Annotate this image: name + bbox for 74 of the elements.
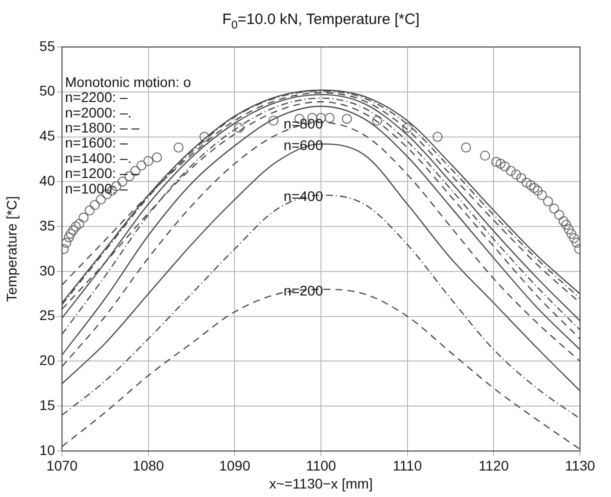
- point: [68, 225, 78, 236]
- point: [268, 116, 279, 126]
- x-tick-label: 1100: [306, 457, 336, 474]
- point: [491, 156, 502, 167]
- y-tick-label: 55: [39, 38, 56, 54]
- point: [537, 190, 548, 200]
- x-tick-label: 1110: [392, 457, 422, 474]
- y-tick-label: 45: [39, 128, 56, 144]
- annotation: n=1200: – –: [65, 165, 140, 182]
- point: [568, 233, 579, 244]
- annotation: n=400: [284, 188, 324, 204]
- annotation: n=2200: –: [65, 89, 128, 106]
- x-tick-label: 1070: [46, 457, 78, 474]
- point: [64, 232, 74, 242]
- point: [402, 122, 412, 133]
- point: [342, 114, 352, 124]
- x-tick-label: 1120: [478, 457, 509, 474]
- point: [526, 180, 536, 190]
- point: [561, 220, 572, 230]
- point: [432, 132, 443, 142]
- point: [496, 158, 506, 169]
- point: [480, 150, 490, 161]
- point: [130, 166, 140, 176]
- annotation: n=1600: –: [65, 134, 128, 151]
- point: [136, 160, 146, 171]
- point: [558, 216, 569, 226]
- point: [521, 178, 532, 188]
- x-tick-label: 1080: [132, 457, 164, 474]
- y-tick-label: 30: [39, 262, 56, 278]
- y-tick-label: 50: [39, 82, 56, 99]
- point: [461, 142, 472, 153]
- y-tick-label: 15: [39, 396, 56, 413]
- point: [70, 222, 81, 232]
- point: [66, 228, 76, 239]
- point: [74, 218, 84, 229]
- y-tick-label: 10: [39, 442, 56, 458]
- annotation: n=200: [284, 282, 324, 298]
- point: [84, 205, 95, 216]
- point: [516, 173, 526, 184]
- annotation: n=1400: –.: [65, 150, 132, 166]
- point: [124, 171, 134, 182]
- x-tick-label: 1130: [564, 457, 596, 474]
- point: [234, 122, 244, 133]
- point: [529, 182, 540, 193]
- annotation: Monotonic motion: o: [65, 74, 192, 90]
- point: [549, 204, 560, 214]
- point: [564, 224, 574, 234]
- point: [143, 156, 154, 166]
- point: [90, 200, 100, 210]
- point: [511, 169, 522, 180]
- point: [96, 194, 106, 205]
- point: [500, 161, 510, 172]
- point: [566, 228, 576, 239]
- point: [554, 210, 564, 220]
- y-tick-label: 35: [39, 217, 56, 234]
- x-axis-title: x~=1130−x [mm]: [269, 475, 373, 492]
- point: [543, 196, 554, 206]
- y-axis-title: Temperature [*C]: [3, 196, 20, 302]
- annotation: n=2000: –.: [65, 104, 132, 120]
- point: [506, 166, 516, 176]
- y-tick-label: 25: [39, 307, 56, 324]
- point: [78, 212, 89, 223]
- point: [152, 152, 162, 162]
- point: [324, 112, 335, 123]
- point: [174, 142, 184, 153]
- point: [117, 176, 128, 187]
- point: [199, 132, 210, 142]
- point: [62, 238, 72, 248]
- point: [372, 116, 382, 126]
- x-tick-label: 1090: [219, 457, 250, 474]
- point: [532, 186, 543, 196]
- y-tick-label: 40: [39, 172, 56, 189]
- annotation: n=1800: – –: [65, 119, 140, 136]
- y-tick-label: 20: [39, 352, 56, 368]
